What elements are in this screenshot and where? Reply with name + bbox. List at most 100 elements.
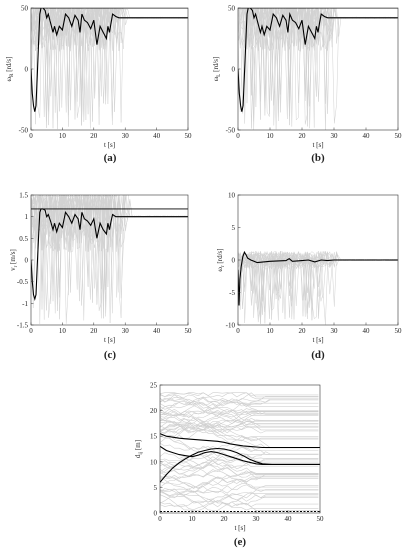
y-tick-label: -50: [19, 127, 29, 135]
y-tick-label: 5: [154, 484, 158, 492]
x-tick-label: 50: [317, 515, 325, 523]
y-axis-unit: [m/s]: [9, 249, 17, 266]
sample-trace: [160, 454, 319, 476]
x-tick-label: 0: [29, 132, 33, 140]
y-tick-label: 0: [25, 257, 29, 265]
y-axis-label: ωr [rd/s]: [216, 248, 226, 271]
series-mean: [238, 250, 398, 306]
x-tick-label: 10: [267, 327, 275, 335]
sample-trace: [160, 393, 319, 407]
y-tick-label: -1.5: [17, 322, 29, 330]
panel-caption: (e): [234, 536, 247, 548]
x-tick-label: 40: [153, 327, 161, 335]
sample-trace: [160, 489, 319, 511]
x-tick-label: 10: [267, 132, 275, 140]
x-tick-label: 0: [236, 132, 240, 140]
x-tick-label: 50: [185, 327, 193, 335]
y-axis-symbol: v: [9, 267, 17, 271]
x-axis-label: t [s]: [104, 141, 115, 149]
y-axis-symbol: ω: [5, 76, 13, 81]
y-tick-label: -50: [226, 127, 236, 135]
x-axis-label: t [s]: [312, 141, 323, 149]
sample-trace: [160, 399, 319, 418]
x-tick-label: 10: [59, 327, 67, 335]
sample-trace: [160, 401, 319, 416]
panel-caption: (c): [104, 349, 117, 361]
x-axis-label: t [s]: [312, 336, 323, 344]
y-tick-label: 10: [228, 192, 236, 200]
sample-trace: [160, 428, 319, 439]
sample-trace: [160, 437, 319, 454]
y-axis-subscript: r: [221, 265, 226, 267]
sample-trace: [160, 408, 319, 431]
panel-caption: (d): [311, 349, 325, 361]
x-tick-label: 20: [221, 515, 229, 523]
x-axis-label: t [s]: [234, 524, 245, 532]
y-tick-label: 10: [150, 458, 158, 466]
series-group: [238, 250, 398, 306]
sample-trace: [160, 475, 319, 506]
sample-trace: [160, 451, 319, 470]
sample-trace: [160, 392, 319, 410]
y-tick-label: -0.5: [17, 278, 29, 286]
sample-trace: [160, 395, 319, 424]
series-mean: [160, 445, 320, 465]
panel-e: 0 10 20 30 40 50 0 5 10 15 20 25 t [s] dij [m] (e): [134, 382, 324, 549]
y-tick-label: 1: [25, 213, 29, 221]
x-tick-label: 30: [122, 327, 130, 335]
y-tick-label: 0: [232, 66, 236, 74]
panel-caption: (b): [311, 152, 325, 164]
panel-caption: (a): [104, 152, 117, 164]
sample-trace: [160, 470, 319, 504]
x-tick-label: 20: [90, 132, 98, 140]
x-tick-label: 30: [331, 327, 339, 335]
sample-trace: [160, 397, 319, 425]
y-tick-label: 20: [150, 407, 158, 415]
x-tick-label: 30: [253, 515, 261, 523]
y-axis-subscript: R: [10, 73, 15, 77]
sample-trace: [160, 482, 319, 496]
sample-trace: [160, 394, 319, 408]
sample-trace: [160, 502, 319, 511]
y-axis-label: ωL [rd/s]: [212, 57, 222, 82]
series-mean: [31, 8, 188, 112]
x-tick-label: 40: [285, 515, 293, 523]
series-group: [238, 8, 398, 112]
sample-trace: [160, 484, 319, 494]
y-tick-label: -5: [229, 289, 235, 297]
sample-trace: [160, 422, 319, 434]
sample-trace: [160, 401, 319, 414]
y-axis-label: vr [m/s]: [9, 249, 19, 271]
sample-trace: [160, 478, 319, 497]
sample-trace: [160, 412, 319, 425]
x-tick-label: 30: [122, 132, 130, 140]
sample-trace: [160, 392, 319, 403]
y-tick-label: 15: [150, 433, 158, 441]
sample-trace: [160, 488, 319, 504]
x-tick-label: 40: [153, 132, 161, 140]
y-tick-label: -1: [22, 300, 28, 308]
y-axis-label: dij [m]: [134, 440, 144, 458]
sample-trace: [160, 481, 319, 506]
y-tick-label: -10: [226, 322, 236, 330]
x-tick-label: 40: [363, 327, 371, 335]
series-mean: [238, 8, 398, 112]
y-tick-label: 0.5: [19, 235, 28, 243]
sample-trace: [160, 462, 319, 471]
y-axis-symbol: d: [134, 454, 142, 458]
axes-box: [159, 384, 321, 514]
panel-d: 0 10 20 30 40 50 -10 -5 0 5 10 t [s] ωr [rd/s] (d): [216, 192, 402, 362]
series-group: [31, 8, 188, 112]
y-tick-label: 5: [232, 224, 236, 232]
y-axis-unit: [m]: [134, 440, 142, 452]
y-axis-subscript: ij: [139, 452, 144, 455]
sample-trace: [160, 468, 319, 478]
x-tick-label: 30: [331, 132, 339, 140]
x-tick-label: 20: [299, 132, 307, 140]
y-tick-label: 0: [154, 510, 158, 518]
sample-trace: [160, 489, 319, 508]
y-axis-subscript: L: [217, 74, 222, 77]
y-tick-label: 1.5: [19, 192, 28, 200]
